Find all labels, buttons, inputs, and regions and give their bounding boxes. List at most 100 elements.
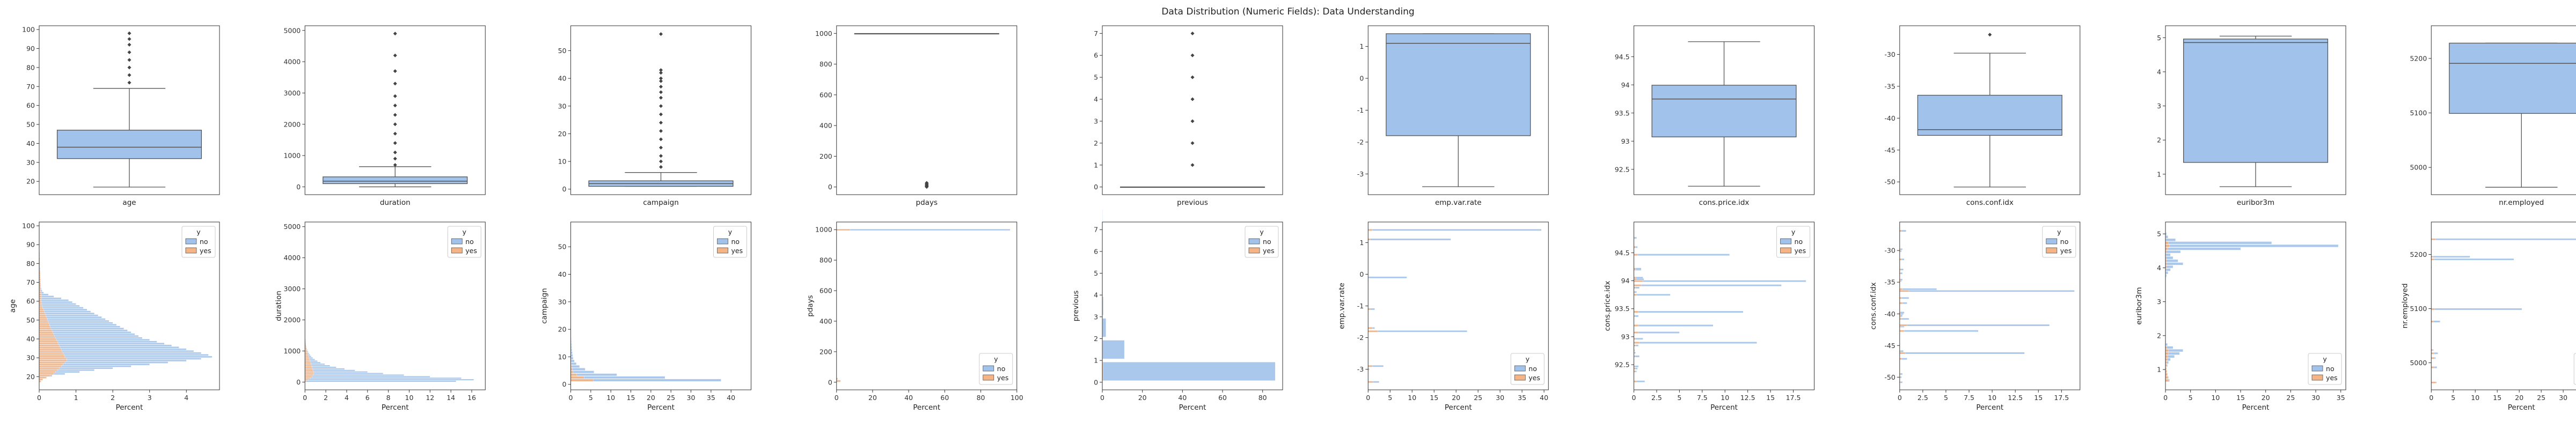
axes-frame: [1634, 221, 1815, 390]
y-tick-label: 6: [1094, 51, 1098, 60]
bar-no: [2165, 262, 2183, 265]
y-tick-label: 30: [558, 102, 567, 110]
bar-yes: [39, 350, 62, 352]
legend-title: y: [2057, 228, 2061, 236]
bar-yes: [2431, 258, 2434, 261]
x-tick-label: 12.5: [2008, 394, 2023, 402]
y-tick-label: 40: [558, 270, 567, 278]
x-tick-label: 8: [386, 394, 391, 402]
iqr-box: [323, 176, 468, 184]
x-tick-label: 0: [1100, 394, 1104, 402]
bar-no: [39, 328, 124, 330]
y-axis-label: euribor3m: [2135, 287, 2143, 324]
y-tick-label: 5200: [2410, 54, 2427, 62]
x-tick-label: 15: [627, 394, 635, 402]
x-tick-label: 10: [606, 394, 615, 402]
bar-no: [1634, 293, 1671, 296]
bar-yes: [39, 305, 42, 307]
bar-no: [39, 354, 209, 356]
bar-yes: [39, 320, 48, 322]
bar-yes: [305, 375, 313, 378]
axes-frame: [1367, 221, 1549, 390]
x-axis-label: Percent: [913, 403, 940, 412]
y-tick-label: 20: [26, 177, 35, 186]
bar-yes: [570, 373, 577, 376]
legend-label-no: no: [1263, 238, 1271, 246]
iqr-box: [1386, 33, 1531, 136]
x-tick-label: 10: [1988, 394, 1996, 402]
y-tick-label: 94: [1621, 81, 1630, 89]
bar-yes: [39, 371, 56, 373]
axes-frame: [2431, 221, 2576, 390]
bar-no: [2431, 258, 2514, 261]
bar-yes: [39, 359, 67, 362]
outlier-point: [1988, 33, 1992, 37]
bar-yes: [39, 365, 62, 367]
y-tick-label: 4000: [283, 254, 301, 262]
x-tick-label: 10: [2211, 394, 2220, 402]
bar-no: [570, 357, 574, 360]
x-axis-label: Percent: [2508, 403, 2535, 412]
bar-yes: [1899, 358, 1902, 360]
outlier-point: [659, 76, 663, 80]
x-axis-label: Percent: [647, 403, 675, 412]
panel-pdays-box: 0 200 400 600 800 1000 pdays: [815, 25, 1018, 207]
bar-yes: [305, 349, 307, 351]
bar-yes: [39, 295, 42, 298]
x-axis-label: pdays: [916, 198, 938, 207]
axes-frame: [836, 221, 1018, 390]
bar-yes: [305, 360, 311, 362]
bar-yes: [39, 297, 42, 300]
bar-no: [570, 373, 617, 376]
bar-yes: [1634, 331, 1639, 334]
y-tick-label: 4: [1094, 291, 1098, 299]
bar-no: [305, 379, 474, 381]
bar-yes: [39, 344, 60, 346]
bar-no: [2165, 238, 2176, 241]
y-tick-label: 92.5: [1615, 165, 1630, 173]
bar-yes: [39, 293, 42, 296]
axes-frame: [836, 25, 1018, 195]
y-tick-label: 3: [2157, 298, 2161, 306]
legend-swatch-no: [1780, 238, 1791, 245]
bar-no: [1102, 362, 1276, 381]
bar-no: [305, 375, 430, 378]
x-tick-label: 5: [589, 394, 593, 402]
x-tick-label: 35: [1518, 394, 1526, 402]
y-tick-label: 2: [2157, 331, 2161, 339]
outlier-point: [925, 181, 929, 185]
panel-nr.employed-box: 5000 5100 5200 nr.employed: [2410, 25, 2576, 207]
outlier-point: [659, 154, 663, 158]
bar-no: [39, 303, 76, 305]
outlier-point: [1190, 119, 1195, 123]
bar-yes: [305, 361, 311, 364]
y-tick-label: 0: [1094, 378, 1098, 386]
bar-yes: [39, 343, 58, 345]
legend-swatch-yes: [185, 247, 197, 254]
y-tick-label: 1000: [815, 226, 832, 234]
bar-yes: [305, 357, 310, 359]
x-axis-label: age: [122, 198, 136, 207]
bar-no: [836, 228, 1011, 231]
bar-yes: [2431, 352, 2434, 354]
x-tick-label: 5: [1677, 394, 1681, 402]
y-tick-label: 70: [26, 83, 35, 91]
legend-swatch-no: [2311, 365, 2323, 372]
y-tick-label: -50: [1884, 178, 1895, 186]
legend-label-yes: yes: [2326, 374, 2338, 382]
bar-yes: [2431, 357, 2435, 359]
outlier-point: [659, 165, 663, 169]
x-tick-label: 40: [904, 394, 913, 402]
figure-title: Data Distribution (Numeric Fields): Data…: [1161, 6, 1414, 17]
bar-yes: [305, 369, 313, 372]
iqr-box: [1917, 94, 2062, 136]
y-tick-label: 7: [1094, 226, 1098, 234]
y-tick-label: 7: [1094, 29, 1098, 38]
y-tick-label: 3: [1094, 117, 1098, 125]
legend-swatch-yes: [2046, 247, 2058, 254]
bar-yes: [1634, 254, 1638, 256]
legend-label-yes: yes: [1263, 247, 1275, 255]
bar-yes: [39, 373, 54, 375]
